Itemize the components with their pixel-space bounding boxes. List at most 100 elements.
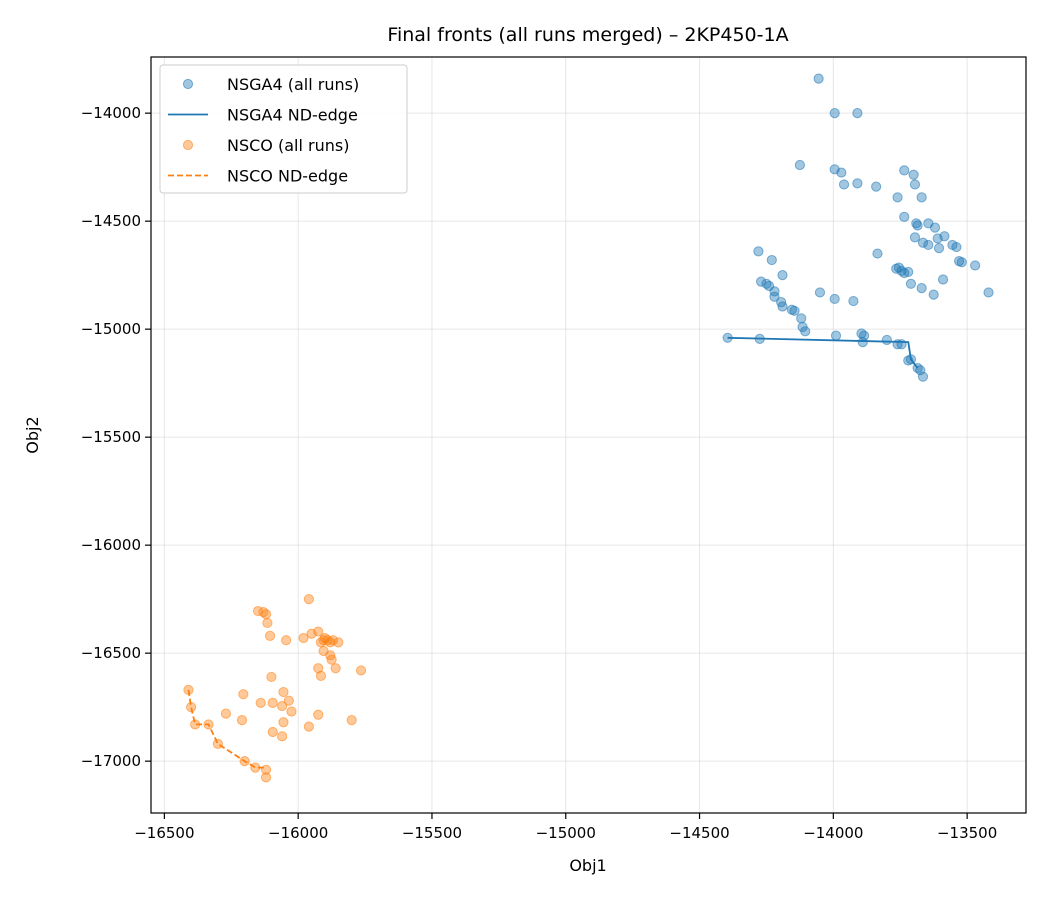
data-point [777, 301, 788, 312]
data-point [836, 167, 847, 178]
data-point [186, 702, 197, 713]
data-point [909, 179, 921, 190]
data-point [239, 756, 250, 767]
data-point [908, 169, 919, 180]
chart-title: Final fronts (all runs merged) – 2KP450-… [387, 24, 788, 46]
x-tick-label: −14000 [803, 824, 863, 842]
data-point [800, 326, 811, 337]
data-point [212, 738, 223, 749]
data-point [912, 220, 923, 231]
data-point [262, 617, 273, 629]
grid-lines [151, 57, 1026, 813]
data-point [264, 630, 276, 641]
data-point [829, 293, 840, 305]
data-point [313, 626, 324, 637]
data-point [766, 254, 777, 266]
x-tick-label: −13500 [937, 824, 997, 842]
legend-marker [182, 78, 194, 90]
data-point [190, 719, 201, 730]
data-point [278, 717, 289, 728]
data-point [281, 635, 292, 646]
y-tick-label: −15500 [81, 428, 141, 446]
data-point [267, 726, 278, 738]
data-point [916, 192, 927, 203]
data-point [892, 192, 903, 203]
data-point [769, 286, 780, 297]
legend-marker [182, 139, 194, 151]
data-point [796, 313, 807, 324]
y-tick-label: −14500 [81, 212, 141, 230]
data-point [852, 178, 863, 189]
data-point [315, 670, 327, 681]
data-point [905, 278, 917, 289]
data-point [899, 267, 910, 279]
data-point [983, 287, 994, 298]
data-point [303, 594, 314, 605]
data-point [255, 697, 266, 708]
data-point [220, 708, 232, 719]
data-point [298, 632, 309, 644]
data-point [838, 179, 850, 190]
data-point [260, 764, 272, 775]
data-point [970, 260, 981, 271]
data-point [327, 635, 339, 646]
legend-label: NSGA4 (all runs) [227, 75, 359, 94]
data-point [905, 354, 917, 365]
nsga4-all-runs-points [722, 73, 994, 382]
legend-box [159, 64, 408, 194]
plot-frame [150, 56, 1027, 814]
y-tick-label: −15000 [81, 320, 141, 338]
data-point [923, 239, 934, 251]
data-point [789, 305, 800, 316]
series-lines [187, 336, 919, 769]
data-point [937, 274, 949, 285]
y-tick-label: −16500 [81, 644, 141, 662]
data-point [330, 663, 341, 674]
data-point [203, 719, 214, 730]
data-point [916, 283, 927, 294]
data-point [872, 248, 883, 259]
data-point [236, 715, 248, 726]
data-point [313, 709, 324, 720]
series-points [183, 73, 994, 783]
data-point [286, 706, 297, 717]
data-point [755, 276, 767, 287]
y-tick-label: −14000 [81, 104, 141, 122]
data-point [857, 337, 868, 348]
y-axis-ticks: −14000 −14500 −15000 −15500 −16000 −16500 −170… [81, 104, 151, 770]
data-point [183, 684, 194, 695]
data-point [333, 637, 344, 648]
data-point [266, 671, 277, 683]
data-point [346, 715, 357, 726]
y-tick-label: −16000 [81, 536, 141, 554]
data-point [260, 772, 272, 783]
data-point [283, 695, 294, 706]
data-point [956, 257, 967, 268]
data-point [277, 700, 288, 712]
data-point [951, 241, 962, 253]
data-point [813, 73, 824, 84]
data-point [250, 762, 261, 773]
data-point [881, 334, 892, 346]
data-point [829, 108, 840, 119]
data-point [769, 291, 780, 302]
y-axis-label: Obj2 [23, 416, 42, 453]
data-point [753, 246, 764, 257]
data-point [848, 295, 859, 307]
data-point [899, 165, 910, 176]
data-point [238, 689, 249, 700]
data-point [933, 243, 945, 254]
data-point [903, 266, 914, 278]
data-point [313, 663, 324, 674]
data-point [260, 609, 272, 620]
data-point [303, 721, 314, 732]
x-axis-label: Obj1 [569, 856, 606, 875]
legend-label: NSGA4 ND-edge [227, 106, 358, 125]
data-point [928, 289, 939, 300]
data-point [917, 371, 929, 382]
data-point [326, 654, 337, 665]
data-point [909, 232, 921, 243]
data-point [852, 108, 863, 119]
data-point [932, 233, 943, 244]
